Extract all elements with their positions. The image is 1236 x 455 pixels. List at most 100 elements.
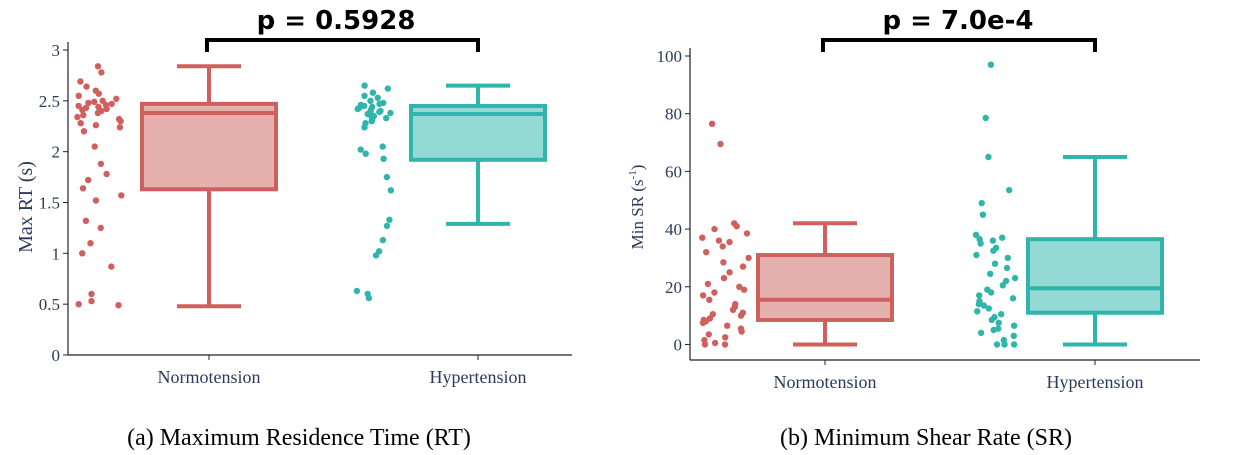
data-point — [354, 105, 361, 113]
data-point — [85, 99, 92, 107]
data-point — [380, 155, 387, 162]
significance-bracket — [205, 38, 480, 52]
data-point — [972, 231, 980, 238]
data-point — [361, 92, 368, 100]
data-point — [993, 341, 1001, 348]
box-plot-hypertension — [409, 83, 547, 226]
data-point — [368, 118, 375, 125]
y-tick-label: 20 — [665, 278, 682, 297]
data-point — [711, 339, 719, 347]
panel-b-ylabel-main: Min SR (s — [628, 179, 647, 249]
data-point — [989, 237, 997, 244]
data-point — [978, 199, 985, 207]
data-point — [98, 69, 105, 76]
data-point — [708, 120, 716, 128]
data-point — [999, 234, 1006, 241]
data-point — [97, 224, 104, 232]
data-point — [720, 259, 727, 266]
y-tick-label: 40 — [665, 220, 682, 239]
panel-a-p-value: p = 0.5928 — [257, 6, 416, 36]
data-point — [1011, 274, 1019, 282]
data-point — [699, 234, 706, 241]
data-point — [999, 282, 1006, 289]
data-point — [376, 108, 383, 116]
data-points-hypertension — [353, 82, 395, 302]
data-point — [88, 297, 95, 305]
panel-a-chart: Max RT (s) p = 0.5928 (a) Maximum Reside… — [15, 6, 572, 451]
data-point — [79, 250, 86, 257]
data-point — [1003, 264, 1011, 272]
data-point — [704, 280, 712, 288]
panel-b-ylabel-end: ) — [628, 165, 647, 171]
data-point — [88, 290, 95, 298]
data-point — [737, 312, 745, 319]
box-plot-normotension — [140, 64, 278, 309]
data-point — [108, 100, 115, 108]
panel-b-p-value: p = 7.0e-4 — [882, 6, 1033, 36]
data-point — [740, 286, 748, 293]
data-point — [383, 114, 390, 122]
data-point — [91, 98, 98, 106]
panel-a-caption: (a) Maximum Residence Time (RT) — [127, 425, 471, 451]
data-point — [384, 85, 391, 92]
data-point — [361, 124, 368, 131]
y-tick-label: 0.5 — [39, 295, 60, 314]
data-point — [987, 270, 994, 277]
data-point — [80, 128, 88, 135]
data-point — [77, 120, 84, 127]
data-point — [77, 78, 84, 85]
data-point — [699, 319, 707, 326]
data-point — [1001, 341, 1008, 348]
data-point — [87, 240, 94, 247]
data-point — [726, 238, 733, 246]
y-tick-label: 0 — [52, 346, 61, 365]
data-point — [360, 102, 368, 110]
box-iqr — [756, 253, 894, 322]
data-point — [1010, 341, 1018, 348]
data-point — [985, 153, 992, 161]
data-point — [75, 92, 82, 100]
x-tick-label: Normotension — [158, 367, 261, 387]
data-point — [974, 308, 981, 315]
data-point — [365, 294, 373, 302]
data-point — [117, 118, 124, 125]
data-point — [113, 95, 120, 103]
data-point — [717, 140, 724, 148]
data-point — [383, 173, 391, 181]
data-point — [987, 289, 995, 296]
data-point — [1006, 186, 1013, 194]
data-point — [699, 292, 707, 299]
data-point — [973, 251, 980, 259]
data-point — [361, 82, 368, 89]
x-tick-label: Normotension — [774, 372, 877, 392]
y-tick-label: 1 — [52, 244, 61, 263]
data-point — [116, 124, 124, 131]
data-point — [975, 300, 983, 308]
data-point — [990, 326, 997, 334]
data-point — [1009, 295, 1017, 302]
data-point — [976, 292, 983, 299]
data-point — [115, 302, 122, 309]
data-point — [980, 302, 987, 309]
data-point — [74, 113, 81, 121]
data-point — [711, 225, 718, 233]
data-point — [118, 192, 125, 199]
data-point — [736, 283, 743, 290]
data-point — [79, 185, 87, 192]
data-point — [985, 305, 992, 312]
data-point — [703, 249, 710, 256]
data-point — [374, 94, 381, 102]
data-point — [357, 146, 364, 153]
data-point — [387, 109, 394, 117]
data-point — [721, 341, 729, 348]
y-tick-label: 0 — [674, 335, 683, 354]
data-point — [979, 211, 987, 218]
y-tick-label: 2.5 — [39, 92, 60, 111]
data-point — [977, 329, 985, 337]
data-points-normotension — [699, 120, 752, 348]
data-point — [379, 236, 387, 244]
box-iqr — [140, 101, 278, 192]
data-points-normotension — [74, 63, 125, 309]
data-point — [991, 260, 999, 267]
